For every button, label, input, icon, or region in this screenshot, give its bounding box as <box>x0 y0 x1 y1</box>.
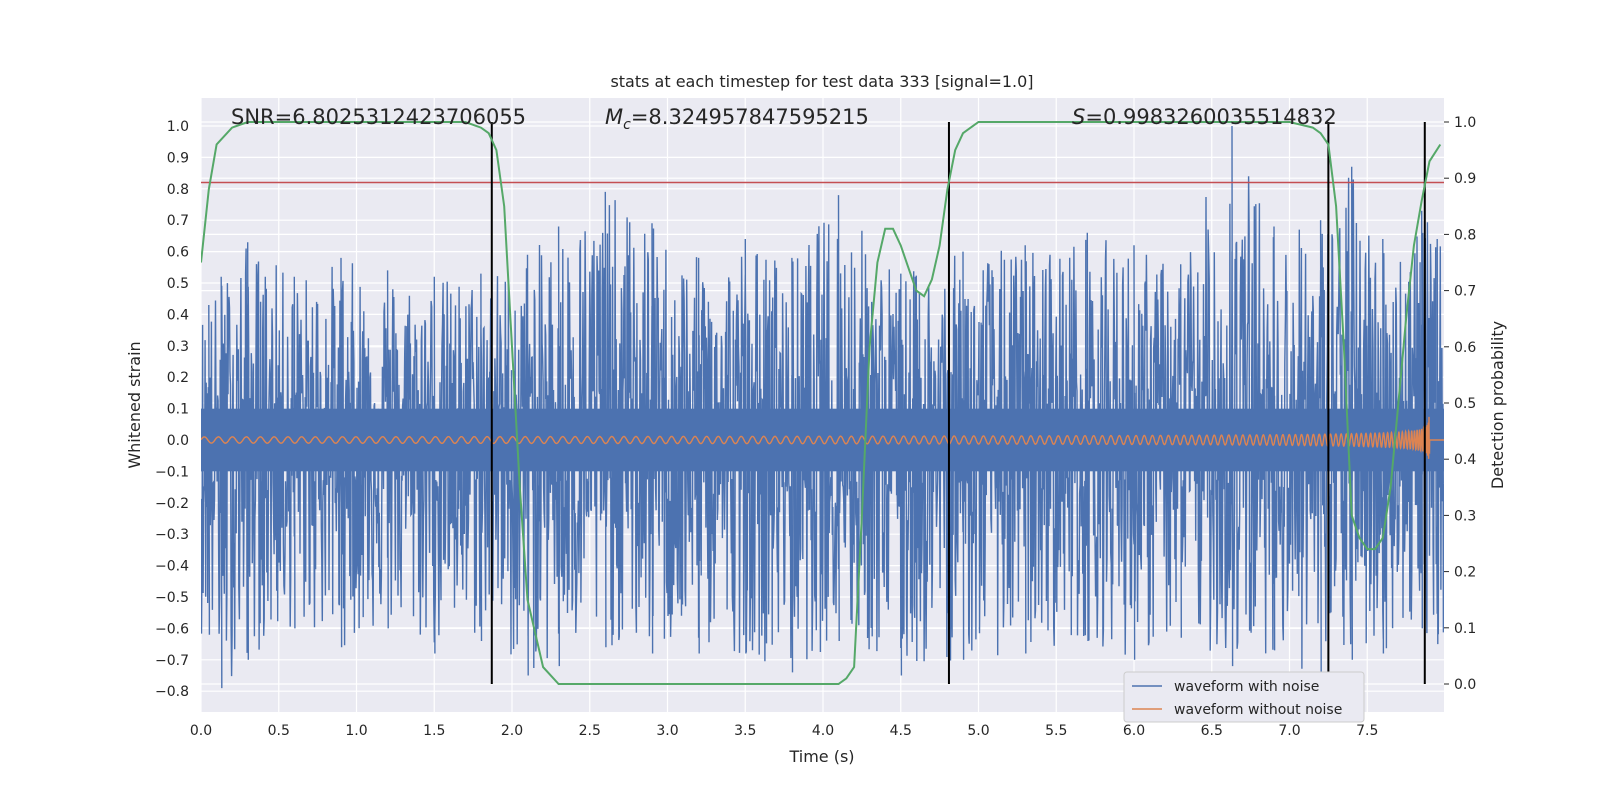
x-tick-label: 4.0 <box>812 723 834 739</box>
y2-tick-label: 0.9 <box>1454 171 1476 187</box>
y2-tick-label: 0.6 <box>1454 340 1476 356</box>
legend-label-noisy: waveform with noise <box>1174 679 1319 695</box>
y-tick-label: −0.1 <box>155 464 189 480</box>
y2-tick-label: 0.3 <box>1454 508 1476 524</box>
y-tick-label: 0.4 <box>167 307 189 323</box>
x-tick-label: 5.0 <box>967 723 989 739</box>
x-tick-label: 0.5 <box>268 723 290 739</box>
y2-axis-label: Detection probability <box>1488 321 1507 489</box>
y-tick-label: −0.5 <box>155 590 189 606</box>
x-tick-label: 4.5 <box>890 723 912 739</box>
x-tick-label: 2.5 <box>579 723 601 739</box>
x-axis-ticks: 0.0 0.5 1.0 1.5 2.0 2.5 3.0 3.5 4.0 4.5 5.0 5.5 6.0 6… <box>190 723 1379 739</box>
score-value: =0.9983260035514832 <box>1085 105 1336 129</box>
x-tick-label: 1.5 <box>423 723 445 739</box>
x-tick-label: 7.0 <box>1278 723 1300 739</box>
x-tick-label: 0.0 <box>190 723 212 739</box>
y-tick-label: 0.2 <box>167 370 189 386</box>
y-tick-label: 0.7 <box>167 213 189 229</box>
y-axis-label: Whitened strain <box>125 341 144 468</box>
x-tick-label: 6.5 <box>1201 723 1223 739</box>
y-tick-label: 0.5 <box>167 276 189 292</box>
x-tick-label: 5.5 <box>1045 723 1067 739</box>
y2-tick-label: 0.0 <box>1454 677 1476 693</box>
y2-tick-label: 0.7 <box>1454 284 1476 300</box>
plot-marks <box>201 121 1444 689</box>
snr-annotation: SNR=6.8025312423706055 <box>231 105 526 129</box>
chirp-mass-symbol: M <box>605 105 623 129</box>
y-tick-label: 0.3 <box>167 339 189 355</box>
x-tick-label: 3.5 <box>734 723 756 739</box>
y-tick-label: −0.3 <box>155 527 189 543</box>
y-tick-label: 0.0 <box>167 433 189 449</box>
y-tick-label: 0.6 <box>167 245 189 261</box>
y2-tick-label: 0.1 <box>1454 621 1476 637</box>
detection-probability-line <box>201 121 1442 685</box>
y-tick-label: 1.0 <box>167 119 189 135</box>
chart-title: stats at each timestep for test data 333… <box>610 72 1033 91</box>
score-symbol: S <box>1072 105 1085 129</box>
y2-tick-label: 1.0 <box>1454 115 1476 131</box>
x-tick-label: 3.0 <box>656 723 678 739</box>
legend-label-clean: waveform without noise <box>1174 702 1342 718</box>
x-tick-label: 7.5 <box>1356 723 1378 739</box>
y-tick-label: 0.9 <box>167 150 189 166</box>
legend-box <box>1123 671 1365 723</box>
waveform-without-noise-line <box>201 416 1444 459</box>
y-tick-label: −0.2 <box>155 496 189 512</box>
x-tick-label: 1.0 <box>345 723 367 739</box>
y-tick-label: −0.6 <box>155 621 189 637</box>
chirp-mass-subscript: c <box>623 117 631 133</box>
y2-tick-label: 0.4 <box>1454 452 1476 468</box>
y2-tick-label: 0.8 <box>1454 227 1476 243</box>
y-tick-label: −0.8 <box>155 684 189 700</box>
y2-tick-label: 0.2 <box>1454 565 1476 581</box>
y-tick-label: −0.7 <box>155 653 189 669</box>
score-annotation: S=0.9983260035514832 <box>1072 105 1337 129</box>
y2-tick-label: 0.5 <box>1454 396 1476 412</box>
y-tick-label: 0.8 <box>167 182 189 198</box>
legend: waveform with noise waveform without noi… <box>1123 671 1365 723</box>
y-axis-ticks: 1.0 0.9 0.8 0.7 0.6 0.5 0.4 0.3 0.2 0.1 0.0 −0.1 −0.… <box>155 119 189 700</box>
y-tick-label: 0.1 <box>167 402 189 418</box>
x-tick-label: 6.0 <box>1123 723 1145 739</box>
y2-axis-ticks: 1.0 0.9 0.8 0.7 0.6 0.5 0.4 0.3 0.2 0.1 0.0 <box>1444 115 1476 693</box>
chirp-mass-value: =8.324957847595215 <box>631 105 869 129</box>
x-axis-label: Time (s) <box>788 747 854 766</box>
y-tick-label: −0.4 <box>155 559 189 575</box>
x-tick-label: 2.0 <box>501 723 523 739</box>
chirp-mass-annotation: Mc=8.324957847595215 <box>605 105 869 133</box>
